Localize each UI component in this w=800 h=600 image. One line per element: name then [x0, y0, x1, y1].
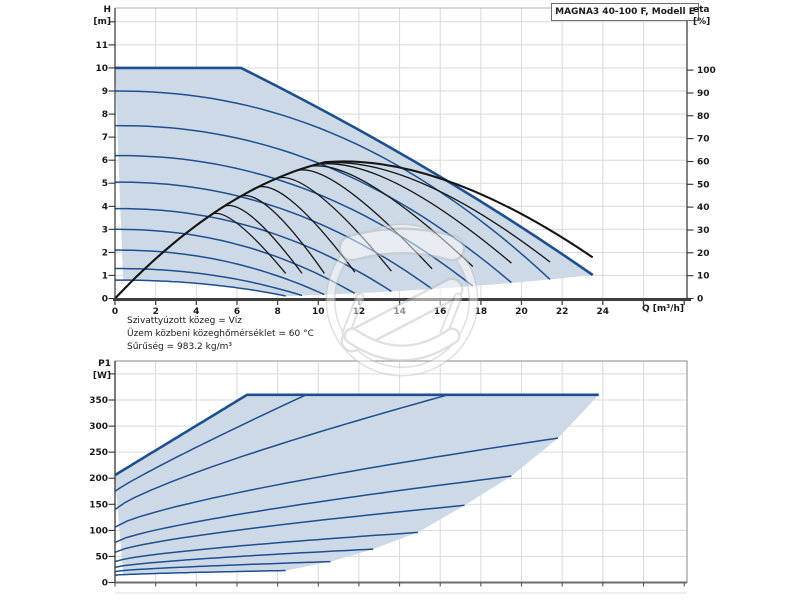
power-curve: [114, 393, 599, 477]
eta-tick-label: 20: [697, 249, 710, 259]
power-curve: [114, 475, 512, 544]
h-axis-label: H: [103, 5, 111, 15]
power-curve: [114, 569, 286, 576]
eta-axis-label: eta: [693, 5, 710, 15]
title-box: MAGNA3 40-100 F, Modell E: [551, 3, 699, 21]
power-curve: [114, 560, 331, 573]
q-tick-label: 6: [234, 307, 240, 317]
p1-axis-unit: [W]: [92, 371, 111, 381]
p1-tick-label: 50: [95, 552, 108, 562]
q-tick-label: 20: [515, 307, 528, 317]
p1-tick-label: 200: [89, 474, 108, 484]
q-tick-label: 2: [153, 307, 159, 317]
q-axis-label: Q [m³/h]: [641, 304, 684, 314]
head-curve: [115, 249, 325, 296]
p1-axis-label: P1: [98, 359, 111, 369]
power-curve: [114, 504, 465, 554]
q-tick-label: 18: [475, 307, 488, 317]
q-tick-label: 8: [274, 307, 280, 317]
p1-tick-label: 350: [89, 396, 108, 406]
h-axis-unit: [m]: [93, 17, 111, 27]
power-curve: [114, 394, 449, 511]
top-envelope: [115, 67, 593, 297]
eta-curves: [114, 160, 594, 300]
bottom-envelope: [115, 394, 599, 575]
eta-axis-unit: [%]: [693, 17, 711, 27]
p1-tick-label: 150: [89, 500, 108, 510]
h-tick-label: 1: [102, 271, 108, 281]
h-tick-label: 5: [102, 179, 108, 189]
watermark-logo: [325, 223, 479, 377]
power-curve: [114, 394, 307, 492]
power-curve: [114, 548, 374, 569]
head-curve: [114, 228, 356, 295]
eta-tick-label: 70: [697, 135, 710, 145]
q-tick-label: 4: [193, 307, 199, 317]
note-medium: Szivattyúzott közeg = Víz: [127, 316, 243, 326]
note-density: Sűrűség = 983.2 kg/m³: [127, 342, 232, 352]
q-tick-label: 22: [556, 307, 569, 317]
q-tick-label: 16: [434, 307, 447, 317]
power-envelope-fill: [115, 394, 599, 575]
q-tick-label: 24: [597, 307, 610, 317]
power-curves: [114, 393, 599, 576]
h-tick-label: 8: [102, 110, 108, 120]
h-tick-label: 6: [102, 156, 108, 166]
h-tick-label: 7: [102, 133, 108, 143]
h-tick-label: 3: [102, 225, 108, 235]
eta-tick-label: 40: [697, 203, 710, 213]
eta-tick-label: 30: [697, 226, 710, 236]
head-curve-max: [115, 66, 594, 277]
eta-tick-label: 50: [697, 180, 710, 190]
eta-tick-label: 10: [697, 272, 710, 282]
p1-tick-label: 300: [89, 422, 108, 432]
head-curve: [114, 90, 551, 280]
operating-envelope-fill: [115, 67, 593, 297]
note-temperature: Üzem közbeni közeghőmérséklet = 60 °C: [127, 329, 314, 339]
q-tick-label: 10: [312, 307, 325, 317]
head-curve: [114, 124, 512, 284]
eta-tick-label: 90: [697, 89, 710, 99]
p1-tick-label: 0: [102, 579, 108, 589]
h-tick-label: 9: [102, 87, 108, 97]
eta-curve: [114, 212, 287, 299]
q-tick-label: 0: [112, 307, 118, 317]
eta-tick-label: 0: [697, 295, 703, 305]
p1-tick-label: 250: [89, 448, 108, 458]
power-curve: [114, 437, 559, 528]
head-curve: [115, 279, 286, 297]
eta-tick-label: 100: [697, 66, 716, 76]
h-tick-label: 0: [102, 295, 108, 305]
eta-tick-label: 80: [697, 112, 710, 122]
h-tick-label: 2: [102, 248, 108, 258]
h-tick-label: 10: [95, 64, 108, 74]
h-tick-label: 4: [102, 202, 108, 212]
head-curve: [115, 267, 303, 297]
p1-tick-label: 100: [89, 526, 108, 536]
h-tick-label: 11: [95, 41, 108, 51]
eta-tick-label: 60: [697, 158, 710, 168]
power-curve: [114, 531, 418, 563]
